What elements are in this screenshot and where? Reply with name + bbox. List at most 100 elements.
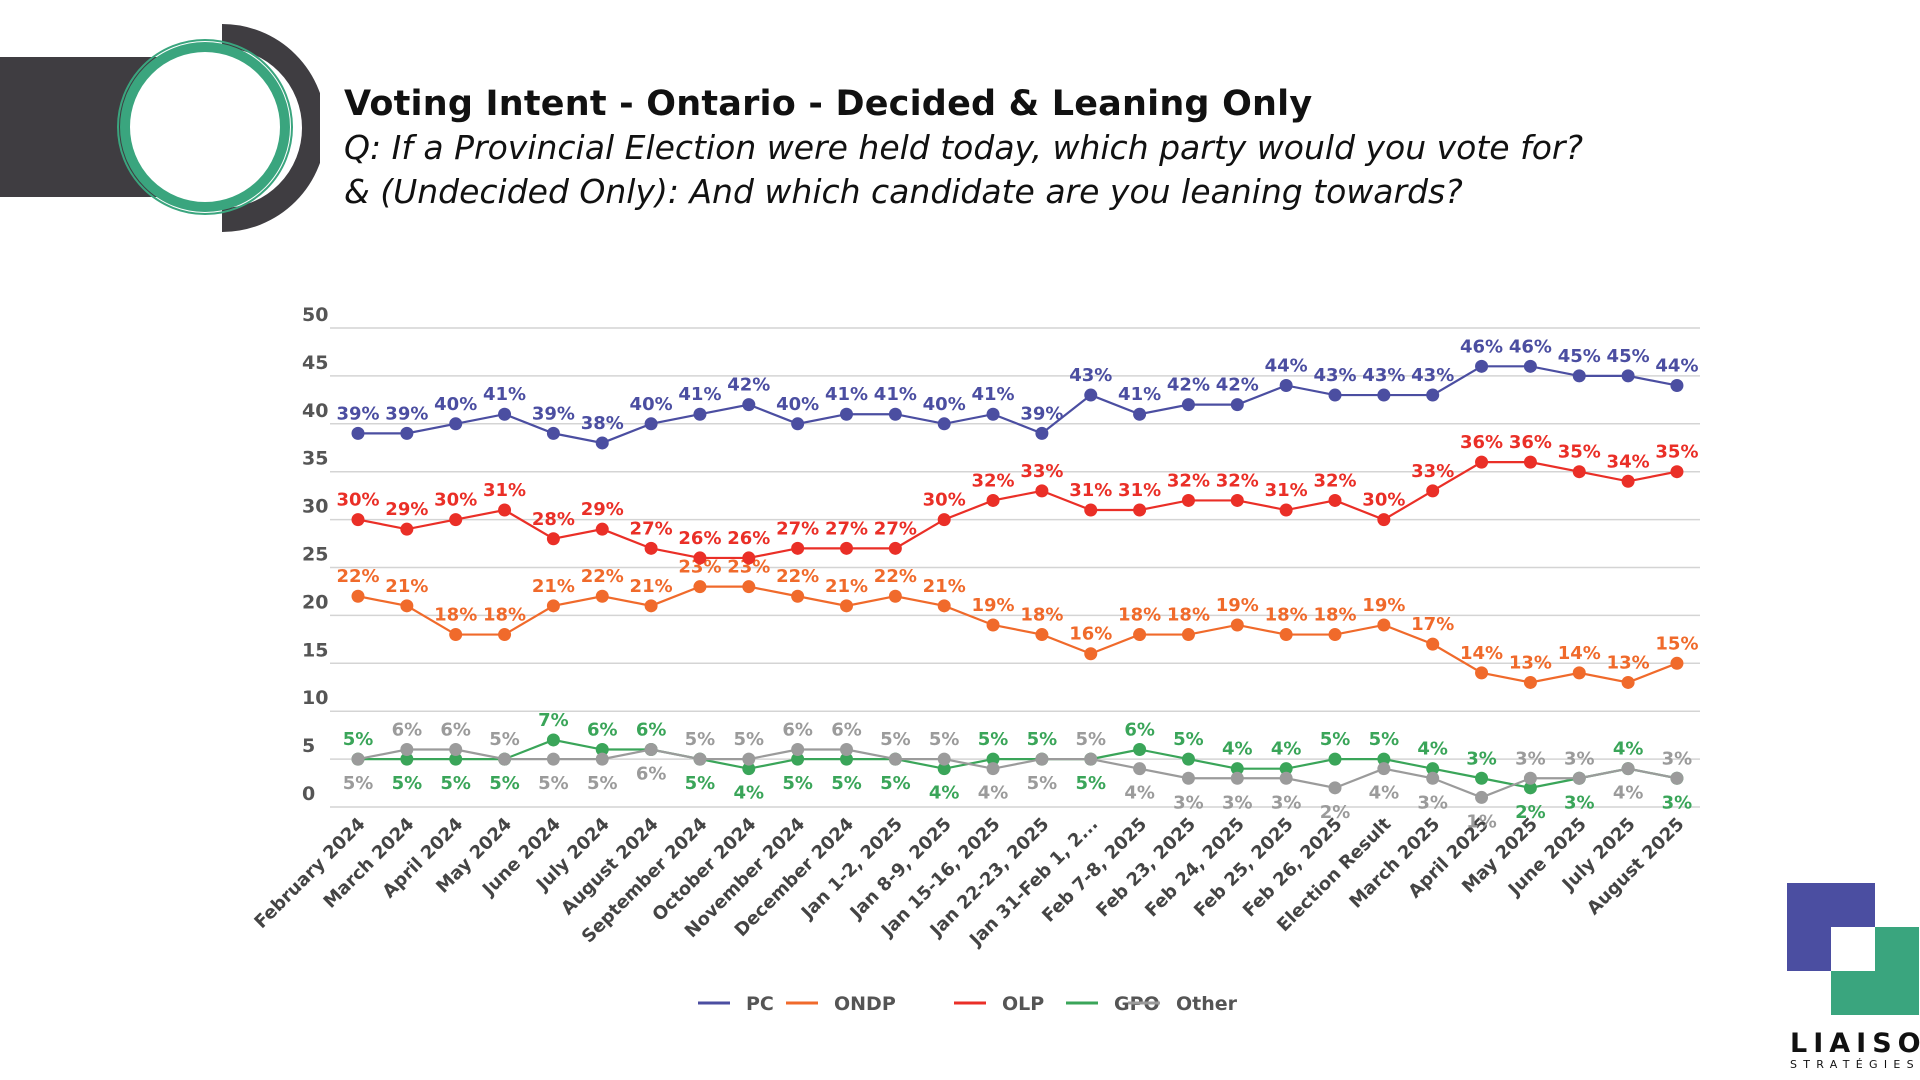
data-label: 19% [1362, 595, 1405, 616]
data-point [351, 752, 365, 766]
data-point [351, 513, 365, 527]
data-point [1426, 771, 1440, 785]
data-point [1377, 513, 1391, 527]
data-label: 31% [1265, 480, 1308, 501]
data-point [840, 599, 853, 613]
data-label: 5% [880, 773, 911, 794]
data-label: 40% [923, 394, 966, 415]
data-point [693, 551, 707, 565]
data-label: 18% [1313, 605, 1356, 626]
data-label: 33% [1411, 461, 1454, 482]
data-point [1377, 388, 1391, 402]
data-point [1426, 484, 1440, 498]
data-point [1181, 771, 1195, 785]
data-point [644, 743, 658, 757]
data-label: 5% [440, 773, 471, 794]
data-label: 4% [929, 783, 960, 804]
data-point [1181, 628, 1195, 642]
data-point [400, 426, 414, 440]
data-point [840, 752, 853, 766]
data-point [1279, 628, 1293, 642]
data-label: 4% [1222, 739, 1253, 760]
data-point [449, 628, 463, 642]
data-point [595, 589, 609, 603]
chart-title: Voting Intent - Ontario - Decided & Lean… [344, 84, 1313, 124]
data-point [400, 522, 414, 536]
data-point [742, 551, 756, 565]
data-label: 5% [880, 729, 911, 750]
data-label: 4% [1271, 739, 1302, 760]
data-label: 34% [1607, 451, 1650, 472]
y-tick-label: 15 [302, 639, 328, 661]
data-label: 30% [336, 490, 379, 511]
data-label: 41% [874, 384, 917, 405]
data-label: 15% [1655, 633, 1698, 654]
data-point [498, 628, 512, 642]
data-point [1133, 503, 1147, 517]
data-point [1035, 484, 1049, 498]
data-label: 3% [1662, 792, 1693, 813]
data-point [937, 599, 951, 613]
series-ondp: 22% 21%18% 18%21% 22% 21%23% 23% 22% 21% 22% 21%1… [336, 557, 1698, 689]
data-point [595, 436, 609, 450]
brand-subtitle: STRATÉGIES [1790, 1058, 1920, 1071]
data-label: 35% [1655, 442, 1698, 463]
data-point [498, 503, 512, 517]
data-point [888, 407, 902, 421]
data-point [546, 752, 560, 766]
data-point [840, 407, 853, 421]
data-label: 43% [1411, 365, 1454, 386]
data-point [791, 417, 805, 431]
data-point [937, 752, 951, 766]
data-label: 39% [1020, 403, 1063, 424]
data-point [1475, 666, 1489, 680]
data-point [1523, 781, 1537, 795]
data-label: 18% [1167, 605, 1210, 626]
data-label: 5% [1075, 729, 1106, 750]
data-label: 46% [1460, 336, 1503, 357]
data-label: 26% [727, 528, 770, 549]
y-tick-label: 10 [302, 687, 328, 709]
data-point [351, 426, 365, 440]
data-label: 5% [1027, 729, 1058, 750]
data-label: 19% [1216, 595, 1259, 616]
y-axis-ticks: 0 5 10 15 20 25 30 35 40 45 50 [302, 304, 328, 805]
data-label: 32% [1313, 470, 1356, 491]
data-point [888, 541, 902, 555]
data-label: 3% [1466, 748, 1497, 769]
data-point [742, 398, 756, 412]
series-line [357, 748, 1678, 799]
data-point [1377, 762, 1391, 776]
data-label: 41% [483, 384, 526, 405]
data-label: 32% [972, 470, 1015, 491]
y-tick-label: 40 [302, 400, 328, 422]
data-point [400, 743, 414, 757]
data-label: 5% [1173, 729, 1204, 750]
data-label: 13% [1509, 652, 1552, 673]
data-point [449, 743, 463, 757]
data-label: 6% [636, 764, 667, 785]
series-other: 5% 6% 6% 5% 5% 5% 6% 5% 5% 6% 6% 5% 5% 4% 5% 5% 4% 3% 3% 3%… [343, 720, 1693, 833]
data-label: 3% [1417, 792, 1448, 813]
data-label: 27% [776, 518, 819, 539]
series-pc: 39% 39% 40% 41%39% 38%40% 41% 42%40% 41% 41% 40% 4… [336, 336, 1698, 450]
data-label: 6% [587, 720, 618, 741]
data-point [1133, 628, 1147, 642]
chart-subtitle-line-1: Q: If a Provincial Election were held to… [344, 128, 1583, 167]
data-point [449, 513, 463, 527]
data-label: 22% [581, 566, 624, 587]
data-point [1523, 455, 1537, 469]
series-line [358, 365, 1678, 445]
data-point [595, 752, 609, 766]
y-tick-label: 5 [302, 735, 315, 757]
data-point [1621, 675, 1635, 689]
data-label: 44% [1265, 355, 1308, 376]
data-label: 2% [1320, 802, 1351, 823]
series-olp: 30% 29% 30% 31%28% 29%27% 26% 26% 27% 27% 27%30%3… [336, 432, 1698, 565]
data-point [888, 752, 902, 766]
data-label: 39% [532, 403, 575, 424]
data-point [1279, 378, 1293, 392]
data-point [742, 752, 756, 766]
data-label: 46% [1509, 336, 1552, 357]
data-label: 3% [1515, 748, 1546, 769]
